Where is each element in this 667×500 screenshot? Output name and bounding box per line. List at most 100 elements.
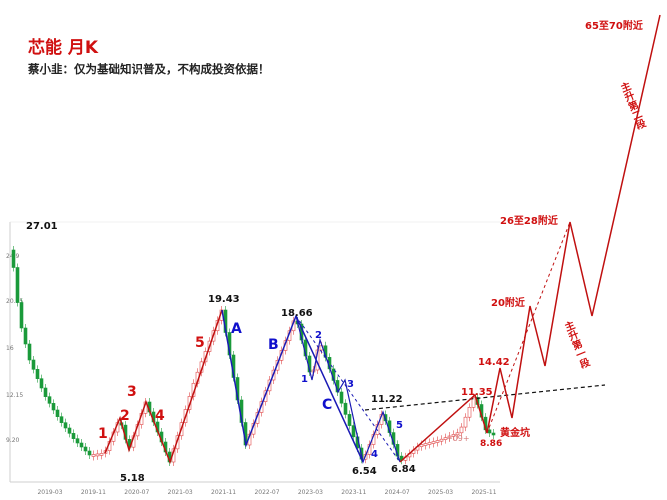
wave-label-2: 2 <box>120 408 130 424</box>
wave-path-abc <box>221 309 364 463</box>
projection-dashed <box>486 221 571 434</box>
wave-label-b: B <box>268 337 279 353</box>
candle-body <box>19 302 24 329</box>
candle-body <box>51 403 56 411</box>
candle-body <box>467 407 472 418</box>
candle-body <box>55 409 60 417</box>
candle-body <box>451 434 456 437</box>
resistance-dashed-line <box>364 384 606 411</box>
candle-body <box>443 437 448 440</box>
candle-body <box>491 432 496 436</box>
price-label-8-86: 8.86 <box>480 439 502 449</box>
price-label-27-01: 27.01 <box>26 221 58 232</box>
faint-label: +09+ <box>446 434 470 443</box>
price-label-6-84: 6.84 <box>391 464 416 475</box>
y-tick-label: 12.15 <box>6 392 23 399</box>
x-tick-label: 2023-03 <box>298 489 323 496</box>
candle-body <box>347 414 352 426</box>
wave-label-1: 1 <box>98 426 108 442</box>
candle-body <box>83 446 88 452</box>
candle-body <box>75 438 80 444</box>
price-label-14-42: 14.42 <box>478 357 510 368</box>
segment-label-second: 主升第二段 <box>616 79 647 132</box>
candle-body <box>455 432 460 436</box>
wave-path-sub <box>295 315 401 465</box>
x-tick-label: 2020-07 <box>124 489 149 496</box>
candle-body <box>427 442 432 445</box>
candle-body <box>43 387 48 397</box>
candle-body <box>419 444 424 447</box>
price-label-6-54: 6.54 <box>352 466 377 477</box>
candle-body <box>447 435 452 439</box>
x-tick-label: 2025-03 <box>428 489 453 496</box>
candle-body <box>11 249 16 268</box>
candle-body <box>351 425 356 438</box>
x-tick-labels: 2019-03 2019-11 2020-07 2021-03 2021-11 2022-… <box>37 489 496 496</box>
wave-label-4: 4 <box>155 408 165 424</box>
x-tick-label: 2019-03 <box>37 489 62 496</box>
candle-body <box>67 427 72 434</box>
subwave-label-4: 4 <box>371 449 378 460</box>
candle-body <box>487 429 492 434</box>
x-tick-label: 2025-11 <box>471 489 496 496</box>
candle-body <box>463 416 468 428</box>
candle-body <box>459 426 464 434</box>
candle-body <box>63 422 68 429</box>
y-tick-label: 9.20 <box>6 437 20 444</box>
chart-subtitle: 蔡小韭：仅为基础知识普及，不构成投资依据！ <box>28 62 270 76</box>
candle-body <box>99 453 104 456</box>
candle-body <box>423 443 428 446</box>
price-label-18-66: 18.66 <box>281 308 313 319</box>
subwave-label-2: 2 <box>315 330 322 341</box>
price-label-19-43: 19.43 <box>208 294 240 305</box>
wave-label-3: 3 <box>127 384 137 400</box>
candle-body <box>15 267 20 303</box>
subwave-label-5: 5 <box>396 420 403 431</box>
subwave-label-3: 3 <box>347 379 354 390</box>
target-label-20: 20附近 <box>491 296 525 309</box>
candle-body <box>59 416 64 423</box>
candle-body <box>91 454 96 457</box>
candle-body <box>87 450 92 456</box>
price-label-11-35: 11.35 <box>461 387 493 398</box>
candle-body <box>79 442 84 448</box>
candle-body <box>47 396 52 404</box>
wave-path-red <box>104 309 223 465</box>
y-tick-label: 20.95 <box>6 298 23 305</box>
price-label-5-18: 5.18 <box>120 473 145 484</box>
x-tick-label: 2022-07 <box>254 489 279 496</box>
candle-body <box>471 397 476 408</box>
candles <box>11 246 496 466</box>
x-tick-label: 2021-03 <box>168 489 193 496</box>
segment-label-first: 主升第一段 <box>560 318 591 371</box>
candle-body <box>339 391 344 404</box>
candle-body <box>343 402 348 415</box>
y-tick-label: 16 <box>6 345 14 352</box>
chart-title: 芯能 月K <box>28 38 99 58</box>
x-tick-label: 2021-11 <box>211 489 236 496</box>
wave-label-c: C <box>322 397 332 413</box>
candle-body <box>95 453 100 457</box>
golden-pit-label: 黄金坑 <box>500 426 530 439</box>
candle-body <box>435 440 440 443</box>
x-tick-label: 2024-07 <box>385 489 410 496</box>
target-label-26-28: 26至28附近 <box>500 214 558 227</box>
candle-body <box>439 438 444 442</box>
projection-path <box>399 14 661 463</box>
price-label-11-22: 11.22 <box>371 394 403 405</box>
wave-label-a: A <box>231 321 242 337</box>
target-label-65-70: 65至70附近 <box>585 19 643 32</box>
candle-body <box>71 433 76 439</box>
subwave-label-1: 1 <box>301 374 308 385</box>
x-tick-label: 2019-11 <box>81 489 106 496</box>
candle-body <box>431 441 436 444</box>
x-tick-label: 2023-11 <box>341 489 366 496</box>
candle-body <box>31 359 36 370</box>
candle-body <box>39 378 44 389</box>
candle-body <box>35 369 40 379</box>
candle-body <box>27 343 32 361</box>
candle-body <box>23 327 28 345</box>
